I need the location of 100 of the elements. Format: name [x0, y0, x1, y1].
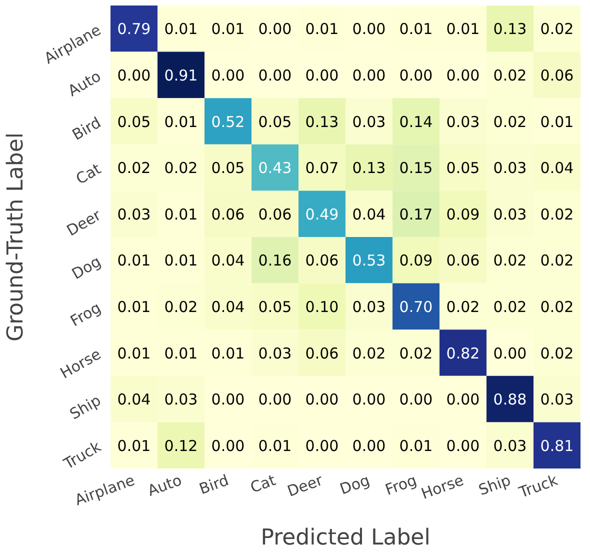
data-label: 0.02	[493, 298, 527, 316]
data-label: 0.02	[164, 159, 198, 178]
data-label: 0.02	[540, 344, 574, 362]
y-tick-label: Auto	[64, 67, 104, 100]
x-tick-label: Frog	[382, 471, 420, 499]
x-tick-label: Auto	[145, 471, 184, 500]
data-label: 0.79	[117, 20, 151, 38]
data-label: 0.06	[446, 252, 480, 270]
data-label: 0.03	[446, 112, 480, 131]
data-label: 0.04	[352, 205, 386, 224]
x-tick-label: Dog	[337, 471, 372, 498]
data-label: 0.12	[164, 436, 198, 455]
data-label: 0.06	[305, 344, 339, 362]
data-label: 0.82	[446, 344, 480, 362]
data-label: 0.04	[211, 252, 245, 270]
x-tick-label: Cat	[248, 471, 278, 497]
data-label: 0.01	[446, 20, 480, 38]
data-label: 0.01	[164, 205, 198, 224]
x-tick-label: Ship	[476, 471, 514, 500]
data-label: 0.01	[211, 344, 245, 362]
data-label: 0.13	[352, 159, 386, 178]
data-label: 0.01	[117, 344, 151, 362]
data-label: 0.02	[446, 298, 480, 316]
data-label: 0.49	[305, 205, 339, 224]
data-label: 0.05	[117, 112, 151, 131]
data-label: 0.05	[211, 159, 245, 178]
data-label: 0.00	[305, 436, 339, 455]
data-label: 0.04	[117, 390, 151, 409]
data-label: 0.01	[211, 20, 245, 38]
data-label: 0.15	[399, 159, 433, 178]
x-tick-label: Bird	[196, 471, 232, 498]
data-label: 0.06	[258, 205, 292, 224]
data-label: 0.00	[399, 390, 433, 409]
data-label: 0.03	[493, 436, 527, 455]
data-label: 0.01	[258, 436, 292, 455]
data-label: 0.02	[352, 344, 386, 362]
data-label: 0.01	[117, 252, 151, 270]
data-label: 0.14	[399, 112, 433, 131]
data-label: 0.00	[258, 390, 292, 409]
data-label: 0.13	[305, 112, 339, 131]
data-label: 0.00	[446, 66, 480, 84]
data-label: 0.00	[352, 66, 386, 84]
data-label: 0.02	[493, 66, 527, 84]
data-label: 0.16	[258, 252, 292, 270]
data-label: 0.00	[258, 66, 292, 84]
data-label: 0.03	[540, 390, 574, 409]
data-label: 0.01	[305, 20, 339, 38]
y-tick-label: Deer	[64, 206, 105, 240]
data-label: 0.02	[164, 298, 198, 316]
data-label: 0.53	[352, 252, 386, 270]
data-label: 0.43	[258, 159, 292, 178]
y-tick-label: Dog	[68, 252, 104, 284]
data-label: 0.06	[540, 66, 574, 84]
data-label: 0.02	[399, 344, 433, 362]
data-label: 0.03	[352, 112, 386, 131]
data-label: 0.81	[540, 436, 574, 455]
data-label: 0.00	[399, 66, 433, 84]
data-label: 0.00	[211, 390, 245, 409]
data-label: 0.91	[164, 66, 198, 84]
data-label: 0.06	[305, 252, 339, 270]
y-tick-label: Truck	[60, 437, 104, 474]
data-label: 0.05	[258, 112, 292, 131]
data-label: 0.02	[493, 112, 527, 131]
data-label: 0.01	[399, 436, 433, 455]
data-label: 0.01	[117, 298, 151, 316]
data-label: 0.00	[352, 20, 386, 38]
data-label: 0.05	[258, 298, 292, 316]
data-label: 0.00	[305, 66, 339, 84]
x-axis-title: Predicted Label	[260, 526, 430, 551]
data-label: 0.03	[352, 298, 386, 316]
data-label: 0.01	[540, 112, 574, 131]
data-label: 0.00	[493, 344, 527, 362]
data-label: 0.00	[446, 436, 480, 455]
data-label: 0.01	[399, 20, 433, 38]
data-label: 0.00	[352, 390, 386, 409]
data-label: 0.88	[493, 390, 527, 409]
data-label: 0.04	[211, 298, 245, 316]
x-tick-label: Truck	[516, 470, 560, 502]
data-label: 0.02	[540, 298, 574, 316]
data-label: 0.17	[399, 205, 433, 224]
data-label: 0.02	[493, 252, 527, 270]
data-label: 0.09	[446, 205, 480, 224]
data-label: 0.70	[399, 298, 433, 316]
data-label: 0.03	[164, 390, 198, 409]
data-label: 0.01	[164, 252, 198, 270]
data-label: 0.00	[211, 66, 245, 84]
data-label: 0.00	[305, 390, 339, 409]
data-label: 0.02	[540, 252, 574, 270]
data-label: 0.01	[117, 436, 151, 455]
data-label: 0.03	[117, 205, 151, 224]
data-label: 0.52	[211, 112, 245, 131]
data-label: 0.03	[493, 159, 527, 178]
x-tick-label: Deer	[284, 470, 326, 500]
data-label: 0.02	[117, 159, 151, 178]
y-axis-title: Ground-Truth Label	[4, 132, 29, 342]
data-label: 0.02	[540, 20, 574, 38]
data-label: 0.00	[352, 436, 386, 455]
data-label: 0.13	[493, 20, 527, 38]
y-tick-label: Cat	[72, 160, 104, 188]
data-label: 0.06	[211, 205, 245, 224]
